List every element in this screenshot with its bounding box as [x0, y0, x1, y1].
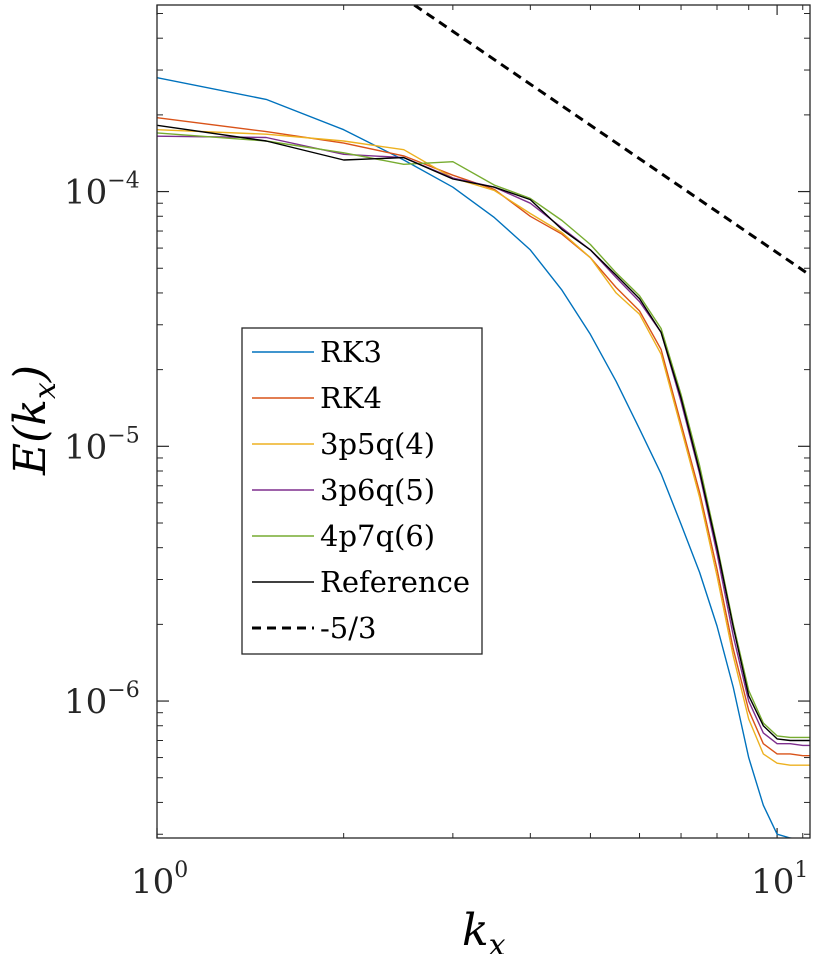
- tick-labels: 100 101 10−6 10−5 10−4: [64, 169, 808, 902]
- legend-label: Reference: [320, 565, 470, 599]
- series-line-reference: [157, 124, 810, 742]
- legend: RK3 RK4 3p5q(4) 3p6q(5) 4p7q(6) Reference -5/3: [241, 327, 483, 655]
- legend-label: 3p5q(4): [320, 427, 435, 461]
- series-line-rk4: [157, 117, 810, 757]
- legend-label: -5/3: [320, 611, 376, 645]
- x-axis-label: kx: [462, 905, 506, 954]
- y-tick-label: 10−4: [64, 169, 140, 213]
- series-line-3p5q-4: [157, 129, 810, 766]
- legend-box: [241, 327, 483, 655]
- legend-label: RK4: [320, 381, 382, 415]
- legend-label: 4p7q(6): [320, 519, 435, 553]
- series-line-5-3: [413, 5, 810, 277]
- legend-label: RK3: [320, 335, 382, 369]
- series-line-rk3: [157, 77, 795, 838]
- plot-frame: [156, 4, 811, 839]
- x-tick-label: 100: [131, 858, 188, 902]
- series-layer: [157, 5, 810, 838]
- y-tick-label: 10−5: [64, 423, 140, 467]
- legend-label: 3p6q(5): [320, 473, 435, 507]
- minor-ticks: [157, 5, 810, 838]
- y-tick-label: 10−6: [64, 678, 140, 722]
- x-tick-label: 101: [751, 858, 808, 902]
- y-axis-label: E(kx): [5, 365, 63, 476]
- series-line-4p7q-6: [157, 132, 810, 739]
